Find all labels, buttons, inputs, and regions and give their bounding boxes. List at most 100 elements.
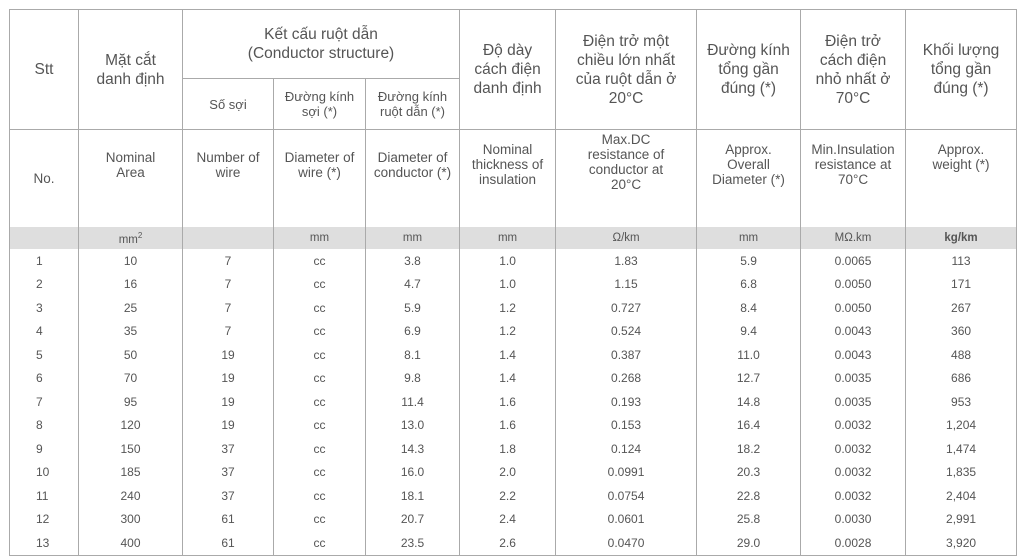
table-cell: 70 [78, 366, 183, 390]
table-cell: 25 [78, 296, 183, 320]
header-weight: Khối lượng tổng gần đúng (*) [905, 9, 1018, 130]
table-cell: 11.4 [364, 390, 461, 414]
header-insulation-resistance: Điện trở cách điện nhỏ nhất ở 70°C [800, 9, 907, 130]
table-cell: 16 [78, 272, 183, 296]
table-cell: 19 [182, 413, 274, 437]
table-row: 8 120 19 cc 13.0 1.6 0.153 16.4 0.0032 1,204 [9, 413, 1018, 437]
header-dc-resistance: Điện trở một chiều lớn nhất của ruột dẫn… [555, 9, 698, 130]
table-cell: 0.0470 [555, 531, 698, 556]
table-cell: 2,991 [905, 507, 1018, 531]
header-en-area: Nominal Area [78, 129, 183, 227]
table-cell: 0.0032 [800, 437, 907, 461]
header-en-dia-conductor: Diameter of conductor (*) [364, 129, 461, 227]
table-cell: 19 [182, 366, 274, 390]
unit-cell: MΩ.km [800, 227, 907, 249]
header-structure-en: (Conductor structure) [247, 45, 395, 62]
table-cell: 1.4 [459, 366, 557, 390]
table-cell: 2.0 [459, 460, 557, 484]
table-cell: 4 [9, 319, 79, 343]
table-cell: 0.0032 [800, 460, 907, 484]
table-cell: 5 [9, 343, 79, 367]
table-cell: 0.268 [555, 366, 698, 390]
table-cell: 8.1 [364, 343, 461, 367]
table-cell: 50 [78, 343, 183, 367]
table-cell: 0.0032 [800, 484, 907, 508]
table-cell: 0.0991 [555, 460, 698, 484]
header-dia-wire: Đường kính sợi (*) [273, 78, 366, 130]
table-cell: cc [273, 319, 366, 343]
table-cell: 1.6 [459, 390, 557, 414]
table-cell: 14.3 [364, 437, 461, 461]
table-cell: 6 [9, 366, 79, 390]
table-cell: cc [273, 460, 366, 484]
table-cell: 7 [182, 249, 274, 273]
table-cell: 0.124 [555, 437, 698, 461]
table-cell: 120 [78, 413, 183, 437]
table-cell: 0.193 [555, 390, 698, 414]
cable-spec-table: Stt Mặt cắt danh định Kết cấu ruột dẫn (… [9, 9, 1018, 556]
table-cell: 0.153 [555, 413, 698, 437]
table-cell: 5.9 [364, 296, 461, 320]
table-cell: 150 [78, 437, 183, 461]
table-cell: 0.0035 [800, 390, 907, 414]
table-cell: 13 [9, 531, 79, 556]
table-cell: 6.8 [696, 272, 802, 296]
table-cell: 9 [9, 437, 79, 461]
table-cell: 11.0 [696, 343, 802, 367]
table-cell: 10 [78, 249, 183, 273]
table-cell: 1.0 [459, 272, 557, 296]
unit-cell: mm [273, 227, 366, 249]
table-cell: cc [273, 272, 366, 296]
table-cell: 2.6 [459, 531, 557, 556]
table-cell: 171 [905, 272, 1018, 296]
table-cell: 267 [905, 296, 1018, 320]
table-cell: 7 [182, 272, 274, 296]
table-cell: 11 [9, 484, 79, 508]
header-en-insulation-resistance: Min.Insulation resistance at 70°C [800, 129, 907, 227]
table-cell: 0.0032 [800, 413, 907, 437]
table-cell: 953 [905, 390, 1018, 414]
table-cell: 1.8 [459, 437, 557, 461]
table-cell: 14.8 [696, 390, 802, 414]
table-cell: 0.387 [555, 343, 698, 367]
table-cell: 61 [182, 507, 274, 531]
table-cell: 0.0754 [555, 484, 698, 508]
table-cell: 3,920 [905, 531, 1018, 556]
table-cell: 1.6 [459, 413, 557, 437]
table-cell: cc [273, 484, 366, 508]
table-row: 9 150 37 cc 14.3 1.8 0.124 18.2 0.0032 1,474 [9, 437, 1018, 461]
table-cell: 0.0050 [800, 272, 907, 296]
table-cell: 2.4 [459, 507, 557, 531]
table-cell: 1.83 [555, 249, 698, 273]
table-cell: 400 [78, 531, 183, 556]
header-num-wire: Số sợi [182, 78, 274, 130]
table-cell: 37 [182, 484, 274, 508]
table-cell: 10 [9, 460, 79, 484]
table-cell: 5.9 [696, 249, 802, 273]
table-row: 6 70 19 cc 9.8 1.4 0.268 12.7 0.0035 686 [9, 366, 1018, 390]
table-cell: 18.2 [696, 437, 802, 461]
table-cell: 1.0 [459, 249, 557, 273]
table-cell: 360 [905, 319, 1018, 343]
header-area: Mặt cắt danh định [78, 9, 183, 130]
table-cell: 37 [182, 437, 274, 461]
header-structure-vi: Kết cấu ruột dẫn [264, 26, 378, 43]
table-cell: 0.727 [555, 296, 698, 320]
table-cell: 9.4 [696, 319, 802, 343]
header-structure: Kết cấu ruột dẫn (Conductor structure) [181, 9, 461, 79]
table-cell: 0.0035 [800, 366, 907, 390]
unit-cell: mm [696, 227, 802, 249]
table-cell: 12 [9, 507, 79, 531]
table-cell: cc [273, 390, 366, 414]
header-dia-conductor: Đường kính ruột dẫn (*) [364, 78, 461, 130]
table-row: 13 400 61 cc 23.5 2.6 0.0470 29.0 0.0028 3,920 [9, 531, 1018, 556]
table-row: 2 16 7 cc 4.7 1.0 1.15 6.8 0.0050 171 [9, 272, 1018, 296]
table-cell: 240 [78, 484, 183, 508]
table-cell: 0.0043 [800, 343, 907, 367]
table-cell: 18.1 [364, 484, 461, 508]
table-cell: cc [273, 343, 366, 367]
table-cell: 8.4 [696, 296, 802, 320]
table-row: 11 240 37 cc 18.1 2.2 0.0754 22.8 0.0032 2,404 [9, 484, 1018, 508]
table-cell: 1,835 [905, 460, 1018, 484]
unit-cell [182, 227, 274, 249]
